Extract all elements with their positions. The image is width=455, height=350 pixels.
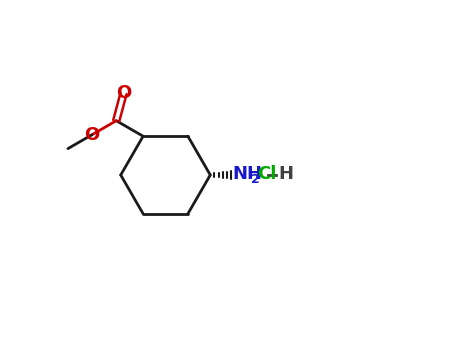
Text: O: O	[116, 84, 131, 103]
Text: NH: NH	[233, 165, 263, 183]
Text: Cl: Cl	[258, 165, 277, 183]
Text: 2: 2	[251, 173, 259, 186]
Text: O: O	[84, 126, 100, 144]
Text: H: H	[278, 165, 293, 183]
